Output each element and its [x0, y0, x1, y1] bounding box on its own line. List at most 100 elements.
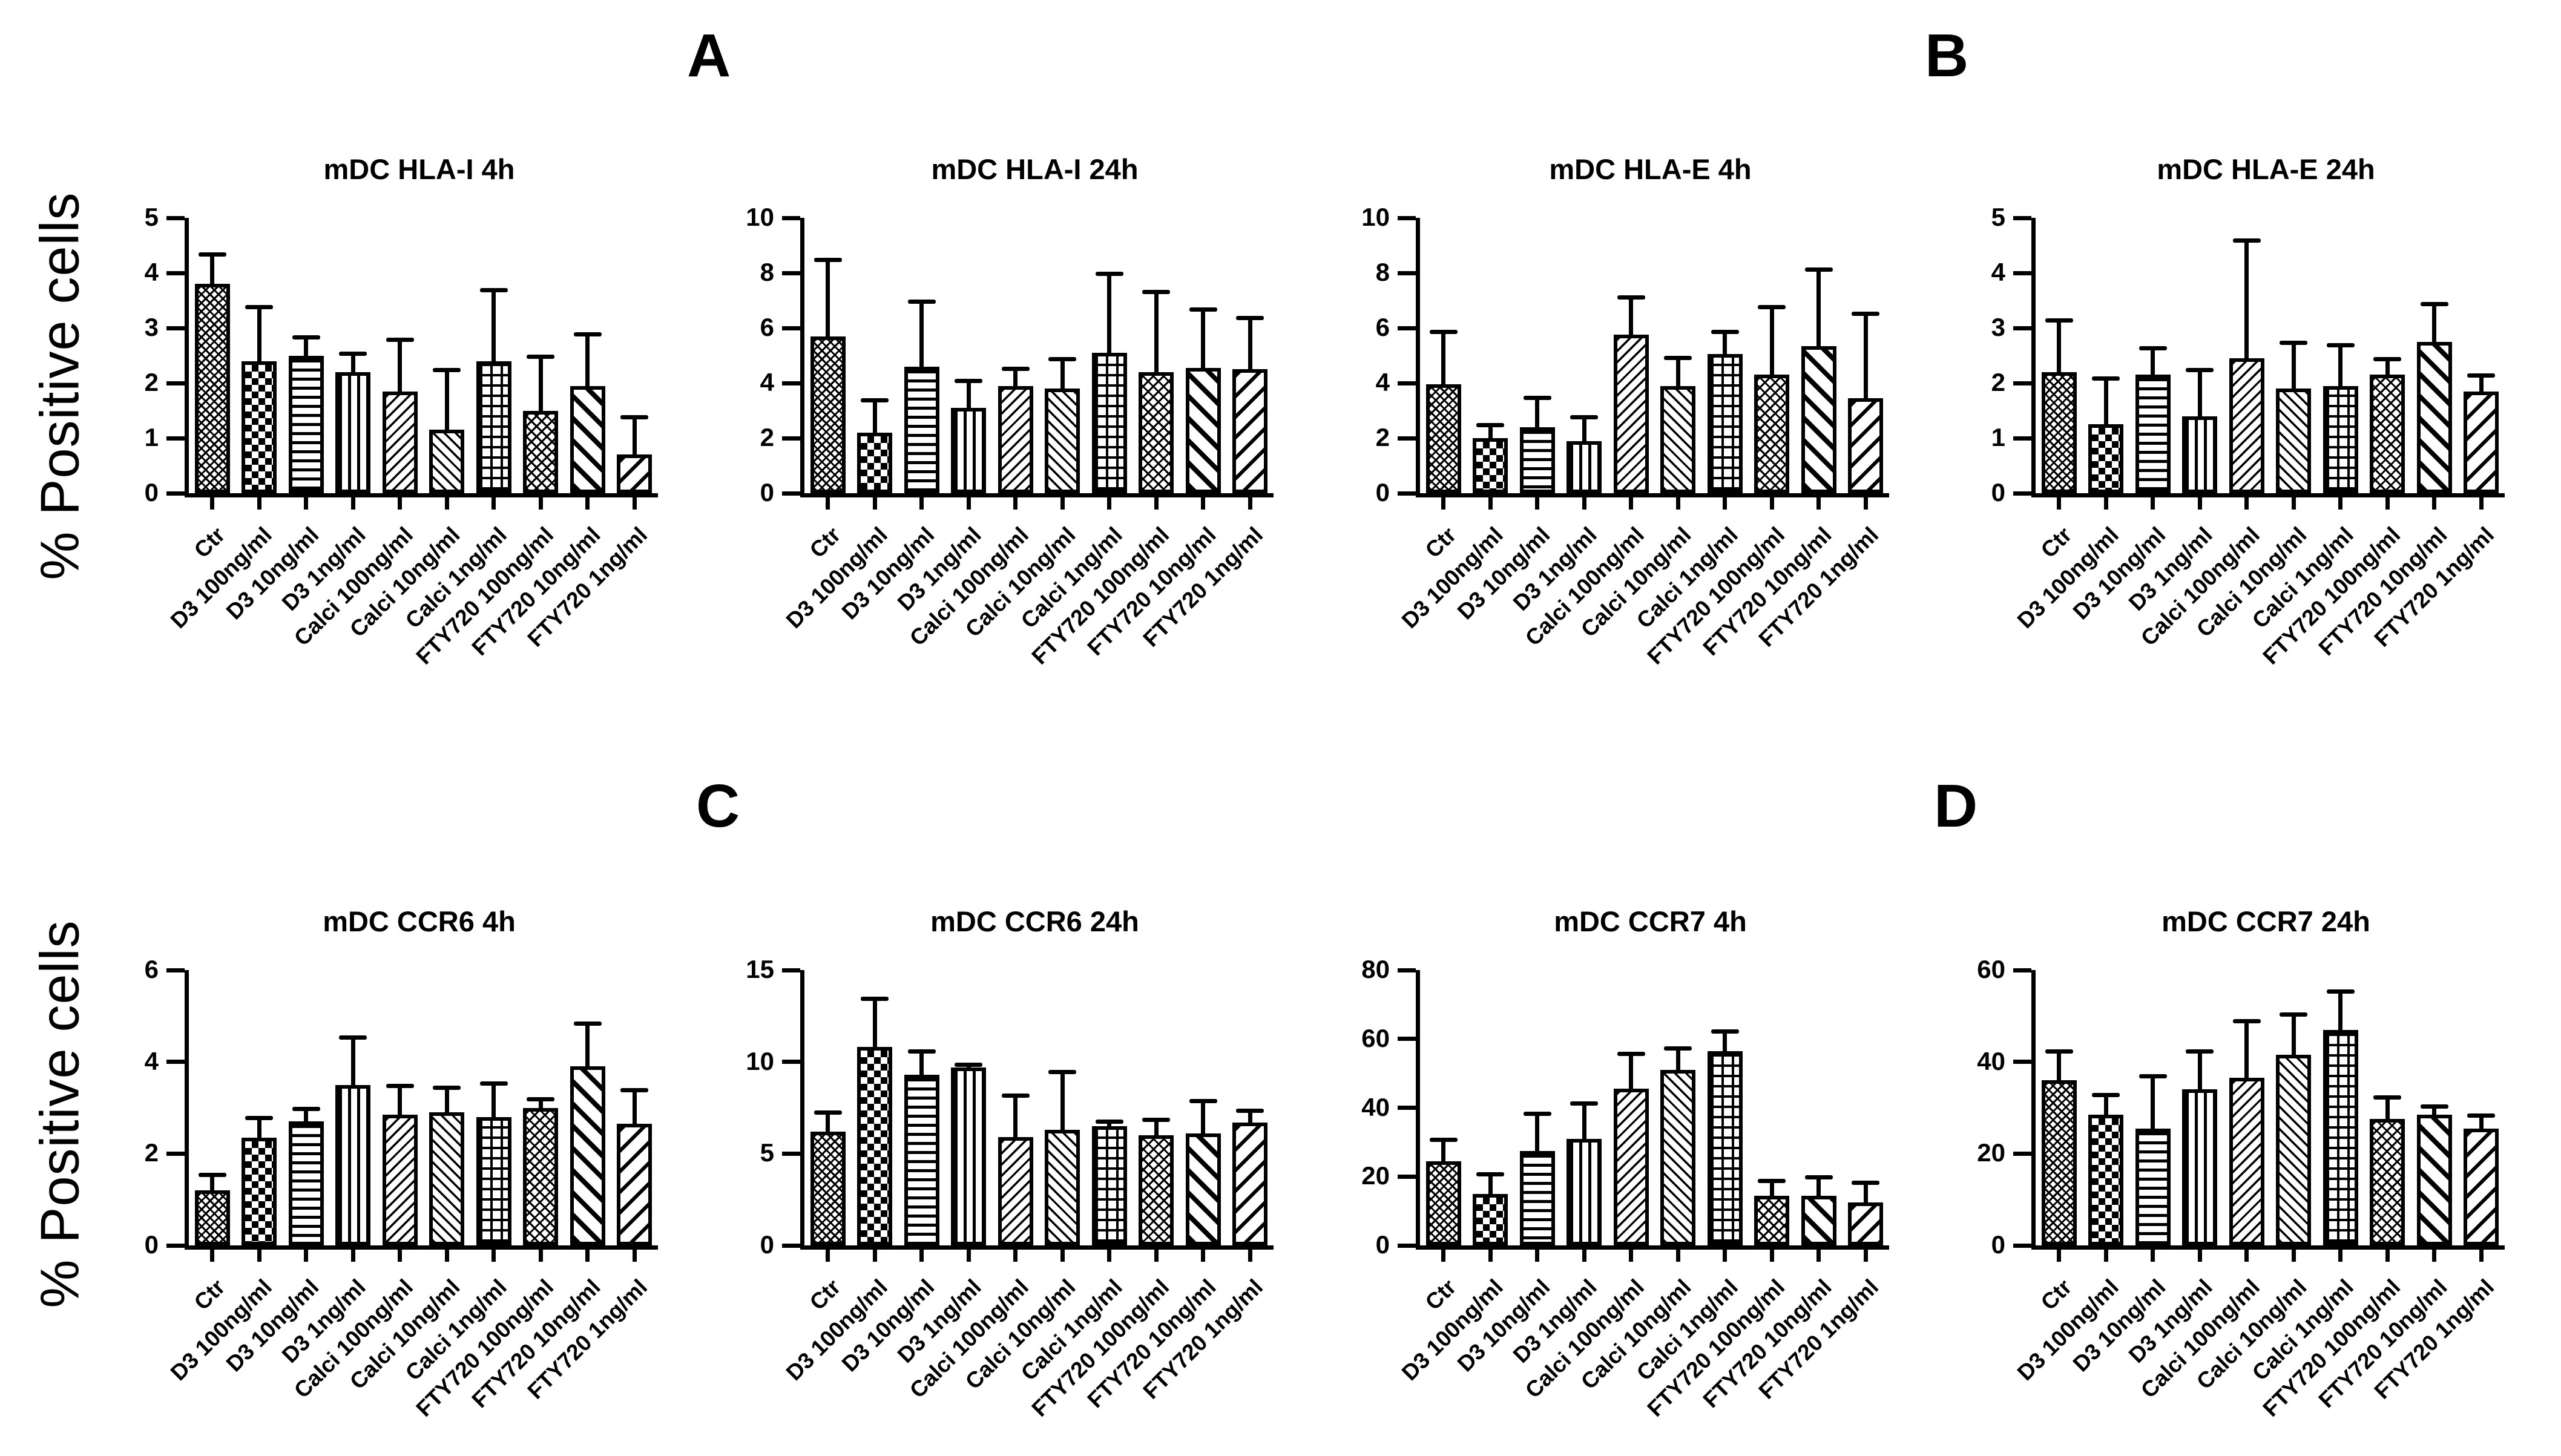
error-bar-stem: [2479, 1114, 2484, 1131]
panel-label-a: A: [687, 22, 731, 90]
y-tick-label: 0: [1375, 1230, 1390, 1259]
error-bar-stem: [1582, 416, 1586, 444]
error-bar-stem: [1154, 1118, 1159, 1138]
error-bar-stem: [1723, 1030, 1728, 1054]
error-bar-cap: [2139, 1074, 2167, 1079]
x-category-label: FTY720 1ng/ml: [1044, 1274, 1268, 1404]
error-bar-cap: [1617, 1051, 1645, 1056]
bar-Calci 100ng/ml: [998, 1137, 1033, 1245]
y-axis-tick: [1398, 1174, 1416, 1179]
x-axis-tick: [538, 497, 543, 510]
bar-D3 100ng/ml: [2088, 1114, 2124, 1245]
x-axis-tick: [2432, 1250, 2437, 1262]
error-bar-stem: [632, 1089, 637, 1127]
chart-title: mDC CCR7 4h: [1554, 905, 1747, 937]
y-tick-label: 0: [144, 1230, 159, 1259]
error-bar-stem: [2151, 1075, 2155, 1131]
error-bar-stem: [491, 1082, 496, 1120]
error-bar-stem: [1769, 306, 1774, 378]
x-category-label: FTY720 1ng/ml: [429, 1274, 653, 1404]
bar-Calci 10ng/ml: [1660, 1069, 1696, 1245]
error-bar-cap: [620, 415, 649, 419]
bar-Calci 10ng/ml: [2276, 1055, 2312, 1245]
plot-area: 0 5 10 15 Ctr D3 100ng/ml D3 10ng/ml D3 1ng/ml C…: [746, 955, 1274, 1422]
x-axis-tick: [2385, 497, 2390, 510]
chart-title: mDC HLA-I 4h: [323, 153, 515, 185]
bar-D3 1ng/ml: [335, 372, 371, 493]
x-category-label: FTY720 1ng/ml: [2275, 1274, 2499, 1404]
error-bar-cap: [1095, 272, 1123, 276]
y-axis-tick: [166, 1151, 185, 1156]
y-tick-label: 5: [760, 1138, 774, 1167]
x-axis-tick: [2291, 1250, 2296, 1262]
y-tick-label: 8: [760, 258, 774, 287]
y-axis-tick: [2013, 491, 2031, 496]
bar-Calci 1ng/ml: [1707, 1051, 1743, 1245]
bar-D3 10ng/ml: [1519, 427, 1555, 493]
y-tick-label: 20: [1977, 1138, 2005, 1167]
bar-Ctr: [2041, 1080, 2077, 1245]
x-axis-tick: [1535, 497, 1540, 510]
error-bar-cap: [2280, 1012, 2308, 1017]
x-axis-tick: [491, 497, 496, 510]
bar-Calci 10ng/ml: [1660, 385, 1696, 493]
bar-FTY720 10ng/ml: [1801, 1195, 1836, 1245]
bar-FTY720 1ng/ml: [1848, 398, 1884, 493]
plot-area: 0 20 40 60 80 Ctr D3 100ng/ml D3 10ng/ml D3 1ng/…: [1361, 955, 1889, 1422]
bar-D3 100ng/ml: [857, 432, 893, 493]
x-axis-tick: [1154, 1250, 1159, 1262]
error-bar-cap: [1852, 311, 1880, 316]
error-bar-stem: [2244, 240, 2249, 361]
error-bar-cap: [2326, 989, 2355, 994]
error-bar-stem: [2385, 358, 2390, 378]
x-axis-tick: [966, 1250, 971, 1262]
x-axis-tick: [1582, 497, 1586, 510]
bar-FTY720 100ng/ml: [1754, 375, 1790, 493]
x-axis-tick: [1154, 497, 1159, 510]
error-bar-cap: [907, 299, 936, 304]
x-axis-tick: [1675, 1250, 1680, 1262]
bar-D3 10ng/ml: [904, 366, 939, 493]
bar-D3 100ng/ml: [1473, 438, 1508, 493]
x-axis-tick: [1723, 1250, 1728, 1262]
bar-D3 100ng/ml: [857, 1047, 893, 1245]
error-bar-stem: [2244, 1020, 2249, 1081]
x-axis-tick: [1248, 1250, 1252, 1262]
bar-D3 10ng/ml: [288, 355, 324, 493]
error-bar-cap: [479, 1081, 508, 1086]
error-bar-cap: [1476, 423, 1505, 428]
bar-D3 10ng/ml: [2135, 1128, 2171, 1245]
bar-FTY720 1ng/ml: [1232, 1122, 1268, 1245]
y-axis-tick: [1398, 1243, 1416, 1248]
error-bar-stem: [2479, 375, 2484, 394]
chart-mdc-ccr7-4h: mDC CCR7 4h 0 20 40 60 80 Ctr D3 100ng/ml D3 10…: [1328, 728, 1944, 1456]
bar-Calci 1ng/ml: [1091, 1126, 1127, 1245]
y-axis-tick: [2013, 1151, 2031, 1156]
y-axis-tick: [2013, 215, 2031, 220]
y-axis-tick: [166, 1060, 185, 1064]
error-bar-cap: [620, 1088, 649, 1093]
error-bar-stem: [872, 997, 877, 1050]
y-tick-label: 1: [144, 423, 159, 452]
error-bar-stem: [257, 1117, 261, 1140]
x-axis-tick: [491, 1250, 496, 1262]
error-bar-cap: [527, 354, 555, 359]
x-axis-tick: [538, 1250, 543, 1262]
error-bar-cap: [2045, 318, 2073, 323]
chart-mdc-hla-i-24h: mDC HLA-I 24h 0 2 4 6 8 10 Ctr D3 100ng/ml D3 10…: [712, 0, 1328, 728]
bar-Calci 1ng/ml: [2323, 1029, 2358, 1245]
error-bar-cap: [245, 1115, 274, 1120]
bar-D3 100ng/ml: [1473, 1193, 1508, 1245]
error-bar-stem: [1582, 1102, 1586, 1141]
y-tick-label: 2: [1375, 423, 1390, 452]
bar-Calci 1ng/ml: [476, 361, 511, 493]
y-tick-label: 6: [760, 313, 774, 342]
y-axis-tick: [1398, 271, 1416, 275]
x-axis-tick: [2479, 497, 2484, 510]
bar-Calci 10ng/ml: [2276, 389, 2312, 493]
error-bar-cap: [1711, 1029, 1739, 1034]
x-axis-tick: [2385, 1250, 2390, 1262]
y-tick-label: 0: [1991, 478, 2005, 507]
error-bar-stem: [2103, 1094, 2108, 1117]
x-axis-tick: [966, 497, 971, 510]
